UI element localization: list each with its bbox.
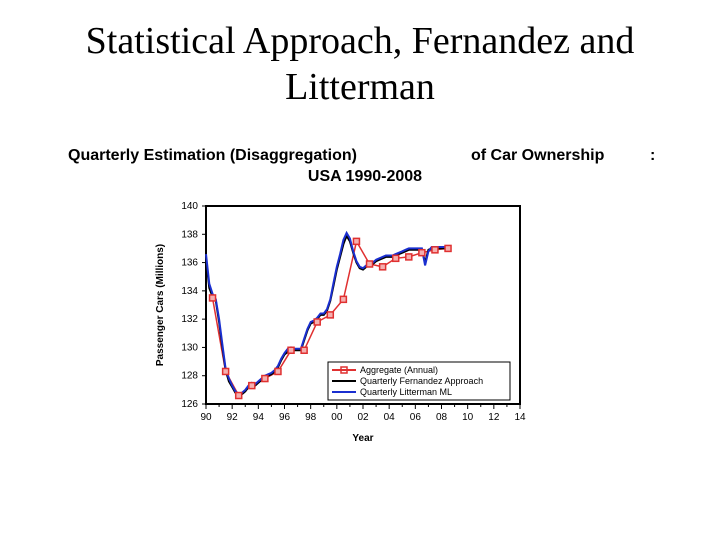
aggregate-point bbox=[431, 246, 439, 254]
aggregate-point bbox=[444, 244, 452, 253]
x-tick-label: 14 bbox=[514, 412, 526, 423]
aggregate-point bbox=[378, 263, 387, 271]
series-line-litterman bbox=[205, 230, 448, 396]
chart-title-colon: : bbox=[650, 147, 655, 164]
x-tick-label: 90 bbox=[200, 412, 212, 423]
y-tick-label: 132 bbox=[181, 314, 198, 325]
legend-label-litterman: Quarterly Litterman ML bbox=[360, 387, 452, 397]
aggregate-point bbox=[405, 253, 413, 261]
x-tick-label: 08 bbox=[436, 412, 448, 423]
aggregate-point bbox=[261, 374, 269, 383]
x-axis: 90 92 94 96 98 00 02 04 06 08 10 12 14 bbox=[200, 404, 526, 423]
x-tick-label: 98 bbox=[305, 412, 317, 423]
legend: Aggregate (Annual) Quarterly Fernandez A… bbox=[327, 361, 511, 401]
aggregate-point bbox=[287, 346, 295, 355]
aggregate-point bbox=[418, 248, 426, 257]
series-layer bbox=[205, 230, 452, 400]
y-tick-label: 138 bbox=[181, 229, 198, 240]
aggregate-point bbox=[313, 318, 321, 326]
aggregate-point bbox=[352, 237, 361, 246]
y-axis-label: Passenger Cars (Millions) bbox=[155, 244, 166, 366]
aggregate-point bbox=[234, 391, 243, 400]
x-tick-label: 92 bbox=[227, 412, 239, 423]
aggregate-point bbox=[208, 294, 217, 302]
slide-title: Statistical Approach, Fernandez and Litt… bbox=[0, 18, 720, 110]
x-tick-label: 02 bbox=[357, 412, 369, 423]
legend-label-fernandez: Quarterly Fernandez Approach bbox=[360, 376, 483, 386]
slide-title-line-2: Litterman bbox=[285, 66, 435, 108]
aggregate-point bbox=[274, 367, 282, 376]
y-axis: 126 128 130 132 134 136 138 140 bbox=[181, 201, 206, 410]
x-tick-label: 12 bbox=[488, 412, 500, 423]
aggregate-point bbox=[248, 381, 256, 390]
y-tick-label: 126 bbox=[181, 399, 198, 410]
chart-title-tail: of Car Ownership bbox=[471, 147, 605, 164]
aggregate-point bbox=[326, 311, 335, 319]
legend-box bbox=[327, 361, 511, 401]
aggregate-point bbox=[365, 260, 374, 268]
x-tick-label: 94 bbox=[253, 412, 265, 423]
x-tick-label: 00 bbox=[331, 412, 343, 423]
aggregate-point bbox=[391, 254, 400, 263]
slide-title-line-1: Statistical Approach, Fernandez and bbox=[85, 20, 635, 62]
x-axis-label: Year bbox=[352, 433, 373, 444]
x-tick-label: 06 bbox=[410, 412, 422, 423]
x-tick-label: 10 bbox=[462, 412, 474, 423]
y-tick-label: 134 bbox=[181, 286, 198, 297]
y-tick-label: 136 bbox=[181, 258, 198, 269]
legend-marker-aggregate bbox=[340, 366, 348, 374]
chart-subtitle: USA 1990-2008 bbox=[308, 168, 422, 185]
legend-label-aggregate: Aggregate (Annual) bbox=[360, 365, 438, 375]
y-tick-label: 128 bbox=[181, 371, 198, 382]
x-tick-label: 04 bbox=[384, 412, 396, 423]
aggregate-point bbox=[221, 367, 230, 376]
x-tick-label: 96 bbox=[279, 412, 291, 423]
aggregate-point bbox=[339, 295, 348, 304]
y-tick-label: 140 bbox=[181, 201, 198, 212]
aggregate-point bbox=[300, 346, 308, 355]
y-tick-label: 130 bbox=[181, 342, 198, 353]
chart-title-main: Quarterly Estimation (Disaggregation) bbox=[68, 147, 357, 164]
